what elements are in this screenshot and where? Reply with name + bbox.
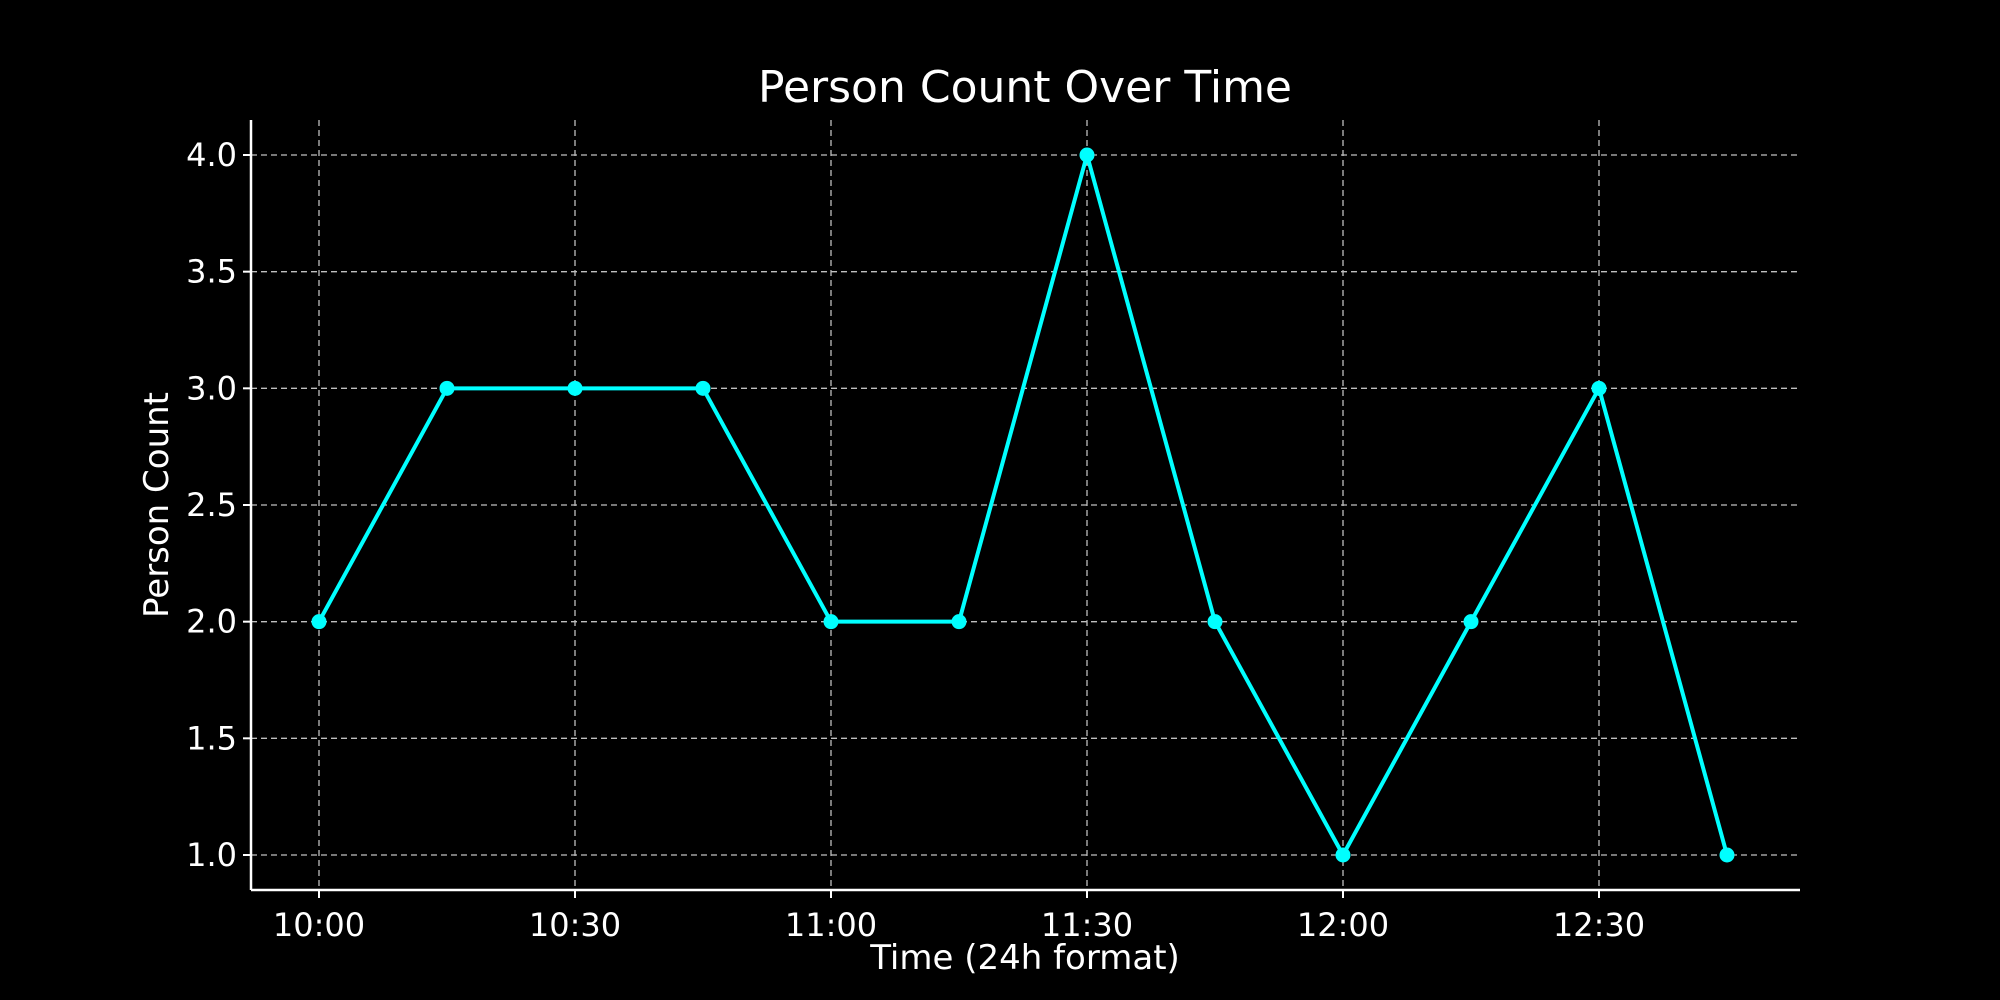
x-tick-label: 11:30 xyxy=(1041,906,1133,944)
y-tick-label: 2.0 xyxy=(186,603,237,641)
y-tick-label: 1.5 xyxy=(186,719,237,757)
y-tick-label: 2.5 xyxy=(186,486,237,524)
x-tick-label: 11:00 xyxy=(785,906,877,944)
x-tick-label: 12:00 xyxy=(1297,906,1389,944)
data-point xyxy=(567,380,583,396)
y-tick-label: 3.0 xyxy=(186,369,237,407)
x-ticks: 10:00 10:30 11:00 11:30 12:00 12:30 xyxy=(273,890,1645,944)
data-point xyxy=(1591,380,1607,396)
data-point xyxy=(1463,614,1479,630)
x-tick-label: 10:00 xyxy=(273,906,365,944)
y-tick-label: 1.0 xyxy=(186,836,237,874)
data-point xyxy=(951,614,967,630)
series-line xyxy=(317,153,1729,857)
chart-title: Person Count Over Time xyxy=(758,62,1292,113)
x-tick-label: 12:30 xyxy=(1553,906,1645,944)
x-axis-label: Time (24h format) xyxy=(869,938,1180,978)
data-point xyxy=(1079,147,1095,163)
data-point xyxy=(1719,847,1735,863)
y-axis-label: Person Count xyxy=(137,392,177,618)
y-tick-label: 3.5 xyxy=(186,253,237,291)
grid xyxy=(251,120,1800,890)
data-point xyxy=(439,380,455,396)
y-ticks: 1.0 1.5 2.0 2.5 3.0 3.5 4.0 xyxy=(186,136,251,874)
data-point xyxy=(311,614,327,630)
data-point xyxy=(1335,847,1351,863)
data-point xyxy=(1207,614,1223,630)
data-series xyxy=(311,147,1735,863)
y-tick-label: 4.0 xyxy=(186,136,237,174)
data-point xyxy=(695,380,711,396)
data-point xyxy=(823,614,839,630)
x-tick-label: 10:30 xyxy=(529,906,621,944)
